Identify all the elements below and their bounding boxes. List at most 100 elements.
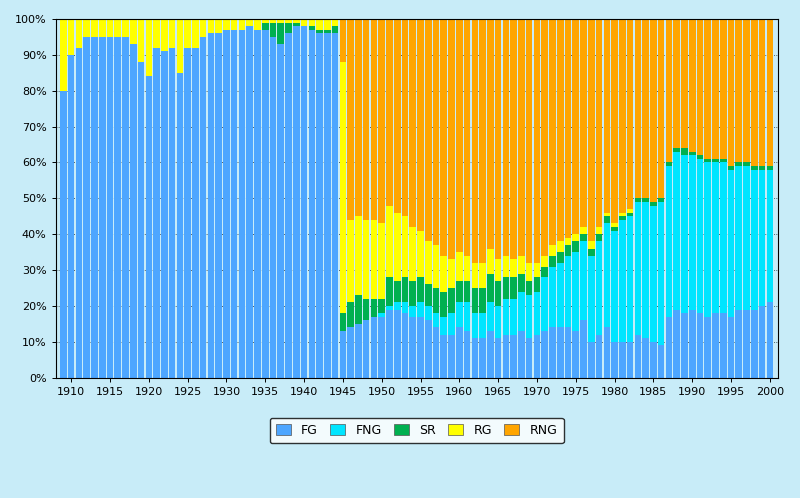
Bar [479, 313, 486, 338]
Bar [603, 224, 610, 328]
Bar [324, 30, 330, 33]
Bar [751, 310, 758, 377]
Bar [518, 292, 525, 331]
Bar [471, 263, 478, 288]
Bar [766, 302, 773, 377]
Bar [471, 338, 478, 377]
Bar [549, 256, 556, 266]
Bar [596, 227, 602, 234]
Bar [339, 19, 346, 62]
Bar [293, 19, 300, 22]
Bar [728, 166, 734, 170]
Bar [293, 22, 300, 26]
Legend: FG, FNG, SR, RG, RNG: FG, FNG, SR, RG, RNG [270, 418, 563, 443]
Bar [355, 295, 362, 324]
Bar [751, 19, 758, 166]
Bar [60, 91, 66, 377]
Bar [502, 335, 510, 377]
Bar [549, 245, 556, 256]
Bar [619, 342, 626, 377]
Bar [642, 202, 649, 338]
Bar [697, 19, 703, 155]
Bar [565, 245, 571, 256]
Bar [697, 155, 703, 159]
Bar [114, 37, 121, 377]
Bar [479, 338, 486, 377]
Bar [487, 302, 494, 331]
Bar [596, 242, 602, 335]
Bar [448, 313, 455, 335]
Bar [627, 342, 634, 377]
Bar [627, 19, 634, 209]
Bar [114, 19, 121, 37]
Bar [464, 331, 470, 377]
Bar [223, 19, 230, 30]
Bar [495, 19, 502, 259]
Bar [542, 277, 548, 331]
Bar [557, 328, 563, 377]
Bar [433, 19, 439, 245]
Bar [751, 170, 758, 310]
Bar [588, 242, 594, 249]
Bar [386, 306, 393, 310]
Bar [542, 256, 548, 266]
Bar [658, 346, 665, 377]
Bar [184, 48, 191, 377]
Bar [386, 310, 393, 377]
Bar [378, 19, 385, 224]
Bar [456, 302, 462, 328]
Bar [278, 19, 284, 22]
Bar [728, 19, 734, 166]
Bar [425, 284, 431, 306]
Bar [177, 19, 183, 73]
Bar [526, 338, 533, 377]
Bar [91, 19, 98, 37]
Bar [502, 19, 510, 256]
Bar [68, 19, 74, 55]
Bar [363, 220, 370, 299]
Bar [355, 19, 362, 216]
Bar [534, 263, 540, 277]
Bar [712, 19, 719, 159]
Bar [386, 19, 393, 206]
Bar [502, 256, 510, 277]
Bar [386, 277, 393, 306]
Bar [200, 37, 206, 377]
Bar [169, 19, 175, 48]
Bar [565, 256, 571, 328]
Bar [510, 335, 517, 377]
Bar [518, 331, 525, 377]
Bar [208, 33, 214, 377]
Bar [130, 44, 137, 377]
Bar [542, 331, 548, 377]
Bar [674, 152, 680, 310]
Bar [526, 263, 533, 281]
Bar [246, 19, 253, 26]
Bar [471, 288, 478, 313]
Bar [557, 252, 563, 263]
Bar [448, 259, 455, 288]
Bar [471, 313, 478, 338]
Bar [363, 299, 370, 320]
Bar [650, 19, 657, 202]
Bar [619, 216, 626, 220]
Bar [720, 19, 726, 159]
Bar [619, 19, 626, 213]
Bar [487, 274, 494, 302]
Bar [666, 162, 672, 166]
Bar [215, 19, 222, 33]
Bar [456, 252, 462, 281]
Bar [573, 252, 579, 331]
Bar [720, 313, 726, 377]
Bar [215, 33, 222, 377]
Bar [402, 277, 408, 302]
Bar [603, 19, 610, 213]
Bar [76, 48, 82, 377]
Bar [433, 245, 439, 288]
Bar [487, 331, 494, 377]
Bar [370, 19, 378, 220]
Bar [603, 213, 610, 216]
Bar [254, 19, 261, 30]
Bar [464, 281, 470, 302]
Bar [192, 19, 198, 48]
